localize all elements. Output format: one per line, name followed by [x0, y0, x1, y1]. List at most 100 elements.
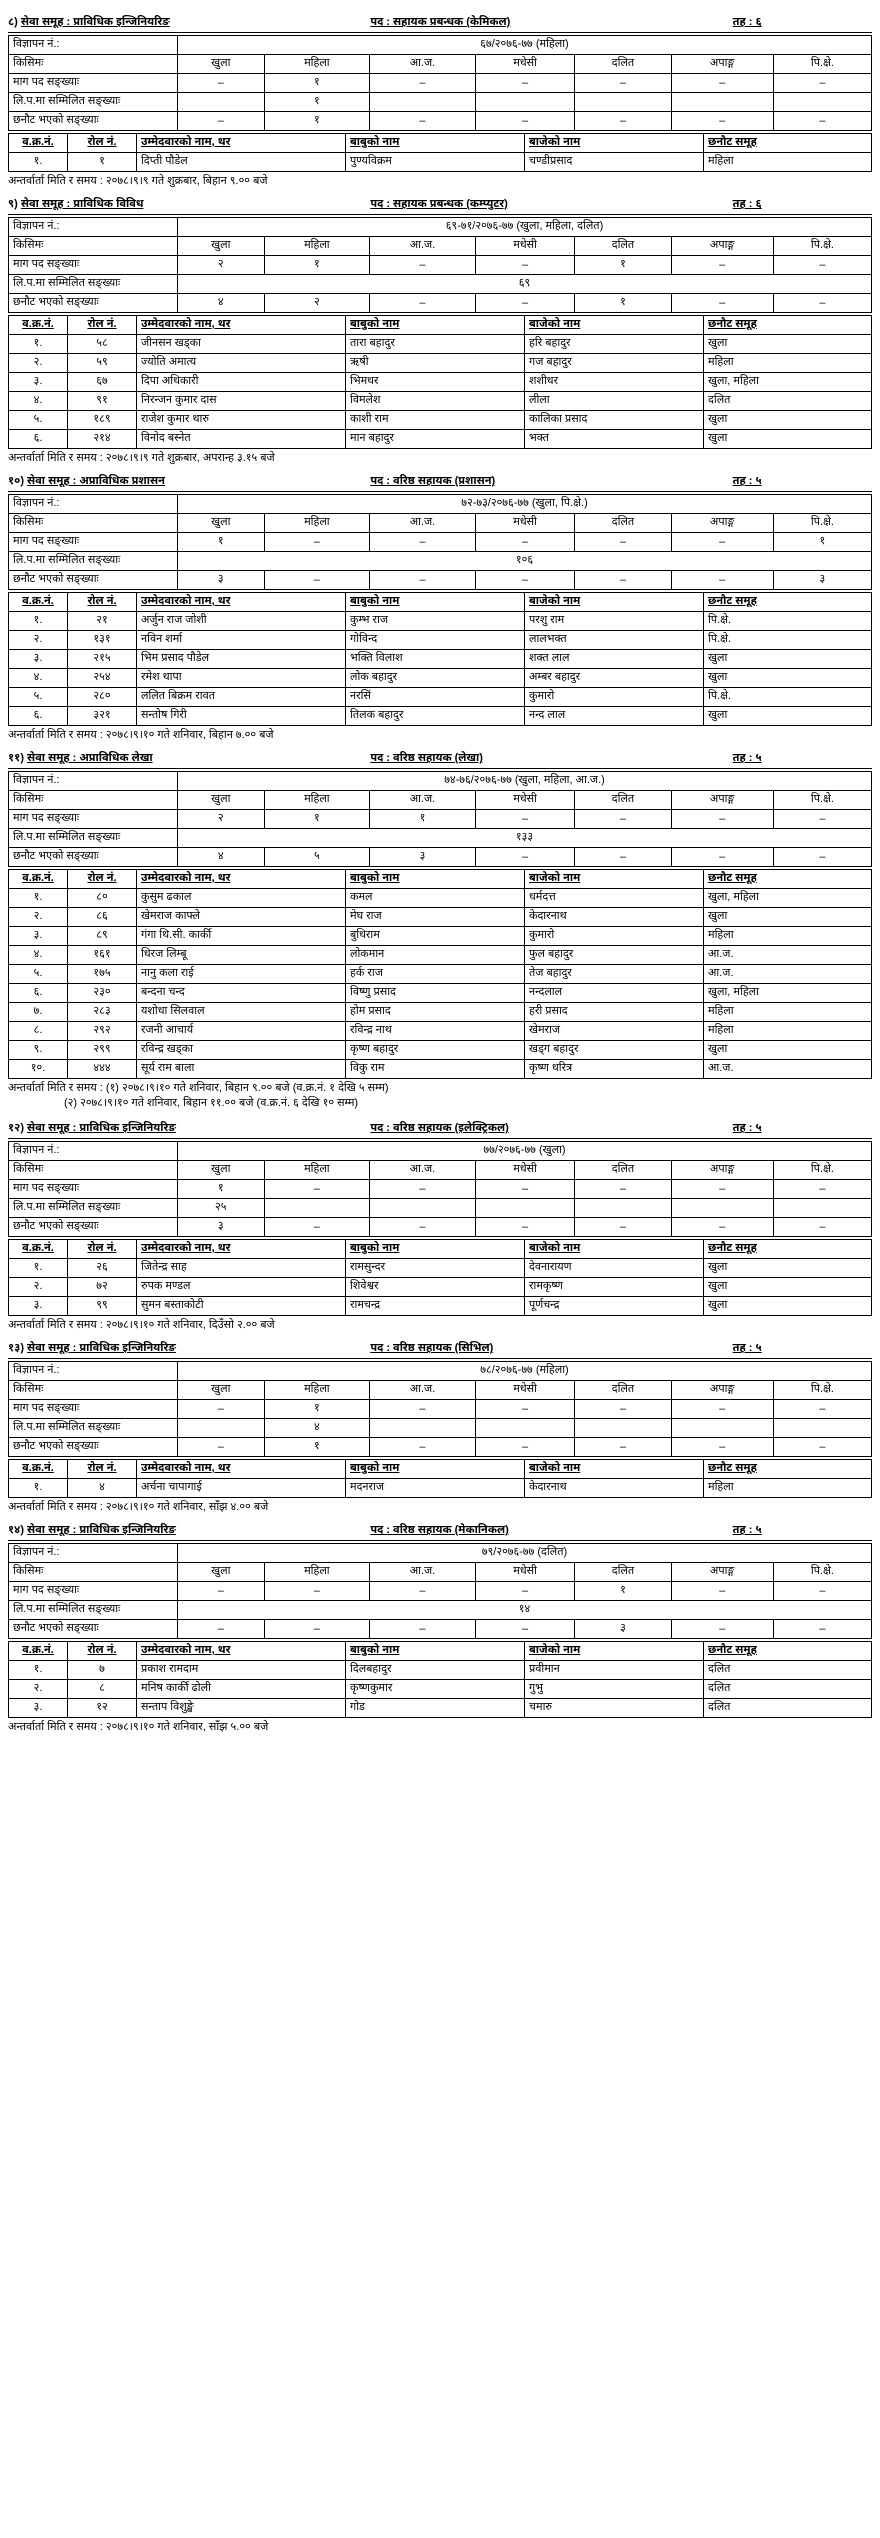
quota-cell: –: [370, 294, 476, 313]
result-cell: दिलबहादुर: [346, 1661, 525, 1680]
result-cell: सुमन बस्ताकोटी: [137, 1297, 346, 1316]
kisim-label: किसिमः: [9, 514, 178, 533]
result-header: उम्मेदवारको नाम, थर: [137, 1240, 346, 1259]
result-cell: २८०: [68, 688, 137, 707]
quota-cell: –: [475, 848, 575, 867]
quota-cell: –: [178, 112, 265, 131]
quota-row: छनौट भएको सङ्ख्याः३––––––: [9, 1218, 872, 1237]
result-cell: गज बहादुर: [525, 354, 704, 373]
quota-header: मधेसी: [475, 1381, 575, 1400]
quota-cell: –: [671, 571, 773, 590]
result-cell: १.: [9, 153, 68, 172]
quota-header: दलित: [575, 1563, 671, 1582]
quota-cell: ५: [264, 848, 370, 867]
quota-cell: १: [575, 294, 671, 313]
quota-header: दलित: [575, 514, 671, 533]
result-cell: कमल: [346, 889, 525, 908]
quota-cell: –: [671, 256, 773, 275]
quota-cell: –: [475, 1438, 575, 1457]
quota-header: मधेसी: [475, 237, 575, 256]
post: पद : वरिष्ठ सहायक (सिभिल): [370, 1342, 732, 1356]
result-row: १.२६जितेन्द्र साहरामसुन्दरदेवनारायणखुला: [9, 1259, 872, 1278]
result-header: उम्मेदवारको नाम, थर: [137, 593, 346, 612]
ad-value: ६९-७१/२०७६-७७ (खुला, महिला, दलित): [178, 218, 872, 237]
quota-row-label: लि.प.मा सम्मिलित सङ्ख्याः: [9, 552, 178, 571]
quota-table: विज्ञापन नं.:७९/२०७६-७७ (दलित)किसिमःखुला…: [8, 1543, 872, 1639]
quota-header: पि.क्षे.: [773, 791, 871, 810]
quota-cell: १: [264, 112, 370, 131]
result-cell: हरि बहादुर: [525, 335, 704, 354]
result-row: १.७प्रकाश रामदामदिलबहादुरप्रवीमानदलित: [9, 1661, 872, 1680]
result-cell: रुपक मण्डल: [137, 1278, 346, 1297]
quota-header: आ.ज.: [370, 1161, 476, 1180]
result-header-row: व.क्र.नं.रोल नं.उम्मेदवारको नाम, थरबाबुक…: [9, 1460, 872, 1479]
result-cell: कृष्ण धरित्र: [525, 1060, 704, 1079]
quota-cell: –: [370, 1582, 476, 1601]
result-cell: खेमराज काफ्ले: [137, 908, 346, 927]
result-cell: चण्डीप्रसाद: [525, 153, 704, 172]
result-cell: मान बहादुर: [346, 430, 525, 449]
result-cell: २५४: [68, 669, 137, 688]
result-cell: बन्दना चन्द: [137, 984, 346, 1003]
service-group: ११) सेवा समूह : अप्राविधिक लेखा: [8, 752, 370, 766]
quota-row: माग पद सङ्ख्याः––––१––: [9, 1582, 872, 1601]
quota-cell: –: [475, 1400, 575, 1419]
result-table: व.क्र.नं.रोल नं.उम्मेदवारको नाम, थरबाबुक…: [8, 315, 872, 449]
result-cell: हर्क राज: [346, 965, 525, 984]
result-cell: दलित: [704, 1680, 872, 1699]
quota-cell: १: [370, 810, 476, 829]
lip-value: १४: [178, 1601, 872, 1620]
result-cell: केदारनाथ: [525, 1479, 704, 1498]
result-header: रोल नं.: [68, 1642, 137, 1661]
result-header-row: व.क्र.नं.रोल नं.उम्मेदवारको नाम, थरबाबुक…: [9, 1642, 872, 1661]
result-cell: मदनराज: [346, 1479, 525, 1498]
quota-cell: –: [475, 294, 575, 313]
quota-header: महिला: [264, 1161, 370, 1180]
quota-header: खुला: [178, 1161, 265, 1180]
lip-value: ४: [264, 1419, 370, 1438]
result-cell: देवनारायण: [525, 1259, 704, 1278]
result-cell: २९२: [68, 1022, 137, 1041]
kisim-label: किसिमः: [9, 237, 178, 256]
quota-cell: –: [264, 571, 370, 590]
quota-header: खुला: [178, 55, 265, 74]
result-cell: ४४४: [68, 1060, 137, 1079]
quota-cell: –: [370, 256, 476, 275]
quota-cell: –: [264, 1620, 370, 1639]
quota-cell: –: [370, 1218, 476, 1237]
result-cell: भिमधर: [346, 373, 525, 392]
result-cell: लोक बहादुर: [346, 669, 525, 688]
quota-row: माग पद सङ्ख्याः१––––––: [9, 1180, 872, 1199]
quota-header: मधेसी: [475, 791, 575, 810]
result-cell: कृष्ण बहादुर: [346, 1041, 525, 1060]
result-cell: भक्त: [525, 430, 704, 449]
result-header: उम्मेदवारको नाम, थर: [137, 134, 346, 153]
quota-cell: –: [264, 533, 370, 552]
result-row: ८.२९२रजनी आचार्यरविन्द्र नाथखेमराजमहिला: [9, 1022, 872, 1041]
section-header: ८) सेवा समूह : प्राविधिक इन्जिनियरिङपद :…: [8, 14, 872, 33]
quota-header-row: किसिमःखुलामहिलाआ.ज.मधेसीदलितअपाङ्गपि.क्ष…: [9, 514, 872, 533]
result-cell: विकु राम: [346, 1060, 525, 1079]
section-header: १३) सेवा समूह : प्राविधिक इन्जिनियरिङपद …: [8, 1340, 872, 1359]
result-cell: लोकमान: [346, 946, 525, 965]
post: पद : सहायक प्रबन्धक (केमिकल): [370, 16, 732, 30]
result-cell: बुधिराम: [346, 927, 525, 946]
section-header: १४) सेवा समूह : प्राविधिक इन्जिनियरिङपद …: [8, 1522, 872, 1541]
result-header: बाबुको नाम: [346, 134, 525, 153]
result-cell: तिलक बहादुर: [346, 707, 525, 726]
result-cell: खुला: [704, 669, 872, 688]
result-cell: नन्दलाल: [525, 984, 704, 1003]
result-header: रोल नं.: [68, 593, 137, 612]
result-cell: २९९: [68, 1041, 137, 1060]
result-cell: दलित: [704, 392, 872, 411]
quota-row: लि.प.मा सम्मिलित सङ्ख्याः१: [9, 93, 872, 112]
result-cell: शक्त लाल: [525, 650, 704, 669]
quota-cell: –: [178, 1400, 265, 1419]
quota-cell: –: [671, 848, 773, 867]
result-header: छनौट समूह: [704, 870, 872, 889]
quota-cell: २: [178, 256, 265, 275]
quota-cell: –: [773, 1582, 871, 1601]
result-row: ३.१२सन्ताप विशुङ्खेगोडचमारुदलित: [9, 1699, 872, 1718]
quota-cell: –: [671, 1400, 773, 1419]
quota-row: लि.प.मा सम्मिलित सङ्ख्याः६९: [9, 275, 872, 294]
